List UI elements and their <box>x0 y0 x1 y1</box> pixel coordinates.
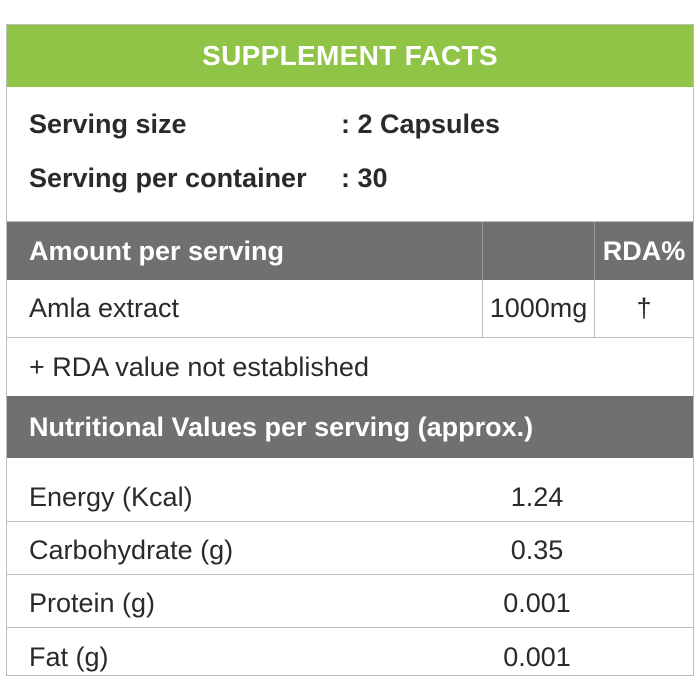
nutrient-label: Energy (Kcal) <box>29 482 193 512</box>
table-row: Fat (g) 0.001 <box>7 628 693 681</box>
rda-note: + RDA value not established <box>29 351 369 382</box>
nutrient-value: 0.001 <box>503 588 571 618</box>
table-row: Protein (g) 0.001 <box>7 575 693 628</box>
nutrient-value: 1.24 <box>510 482 564 512</box>
serving-per-container-label: Serving per container <box>29 163 307 193</box>
serving-size-label: Serving size <box>29 109 187 139</box>
table-row: Amla extract 1000mg † <box>7 280 693 338</box>
supplement-facts-title: SUPPLEMENT FACTS <box>7 25 693 87</box>
nutrition-table: Energy (Kcal) 1.24 Carbohydrate (g) 0.35… <box>7 458 693 681</box>
table-row: Carbohydrate (g) 0.35 <box>7 522 693 575</box>
amount-header-blank <box>483 222 595 280</box>
nutrient-label: Protein (g) <box>29 588 156 618</box>
nutrient-value: 0.35 <box>510 535 564 565</box>
serving-info: Serving size : 2 Capsules Serving per co… <box>7 87 693 222</box>
amount-header-label: Amount per serving <box>7 222 483 280</box>
ingredient-amount: 1000mg <box>483 280 595 337</box>
amount-per-serving-header: Amount per serving RDA% <box>7 222 693 280</box>
nutrient-value: 0.001 <box>503 642 571 672</box>
nutrient-label: Carbohydrate (g) <box>29 535 234 565</box>
table-row: Energy (Kcal) 1.24 <box>7 458 693 522</box>
serving-size-value: : 2 Capsules <box>341 109 501 139</box>
ingredient-rda: † <box>636 293 652 323</box>
nutrient-label: Fat (g) <box>29 642 109 672</box>
serving-per-container-value: : 30 <box>341 163 388 193</box>
rda-header: RDA% <box>602 235 686 266</box>
nutritional-values-header: Nutritional Values per serving (approx.) <box>7 396 693 458</box>
ingredient-name: Amla extract <box>7 280 483 337</box>
supplement-facts-panel: SUPPLEMENT FACTS Serving size : 2 Capsul… <box>6 24 694 676</box>
